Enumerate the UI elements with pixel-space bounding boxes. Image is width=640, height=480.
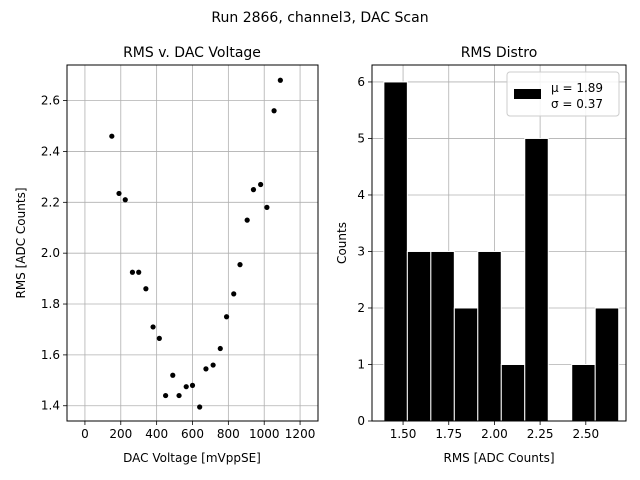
scatter-point: [122, 197, 128, 203]
scatter-y-tick-label: 2.2: [41, 195, 60, 209]
histogram-bar: [500, 363, 526, 422]
scatter-x-tick-label: 400: [145, 427, 168, 441]
scatter-point: [163, 392, 169, 399]
histogram-y-ticks: 0 1 2 3 4 5 6: [357, 75, 372, 428]
scatter-point: [210, 362, 216, 368]
histogram-bar: [430, 250, 455, 422]
scatter-y-axis-label: RMS [ADC Counts]: [14, 187, 28, 298]
scatter-y-tick-label: 2.4: [41, 144, 60, 158]
histogram-bar: [477, 250, 502, 422]
scatter-point: [150, 324, 156, 330]
histogram-axes-frame: [371, 64, 627, 422]
scatter-point: [231, 291, 237, 297]
scatter-point: [183, 384, 189, 390]
scatter-point: [197, 404, 203, 410]
scatter-point: [264, 204, 270, 210]
histogram-x-tick-label: 1.50: [390, 427, 417, 441]
scatter-x-tick-label: 600: [181, 427, 204, 441]
histogram-y-tick-label: 1: [357, 357, 365, 371]
scatter-y-tick-label: 1.6: [41, 348, 60, 362]
legend-sigma-text: σ = 0.37: [551, 97, 603, 111]
scatter-gridlines: [67, 65, 318, 421]
histogram-bar: [406, 250, 432, 422]
scatter-point: [237, 262, 243, 268]
histogram-y-axis-label: Counts: [335, 222, 349, 264]
histogram-x-tick-label: 2.00: [481, 427, 508, 441]
scatter-point: [176, 392, 182, 399]
scatter-point: [271, 108, 277, 114]
histogram-panel: RMS Distro 1.50 1.75 2.00 2.25 2.50 0123456 …: [335, 45, 627, 465]
scatter-x-tick-label: 200: [109, 427, 132, 441]
histogram-x-ticks: 1.50 1.75 2.00 2.25 2.50: [390, 421, 599, 441]
scatter-point: [203, 366, 209, 372]
scatter-point: [156, 335, 162, 341]
scatter-x-axis-label: DAC Voltage [mVppSE]: [123, 451, 261, 465]
scatter-x-tick-label: 1000: [249, 427, 280, 441]
histogram-bar: [594, 307, 620, 422]
scatter-point: [170, 372, 176, 378]
histogram-x-tick-label: 1.75: [435, 427, 462, 441]
scatter-x-tick-label: 800: [217, 427, 240, 441]
histogram-x-tick-label: 2.50: [572, 427, 599, 441]
scatter-point: [109, 133, 115, 139]
histogram-y-tick-label: 2: [357, 301, 365, 315]
histogram-y-tick-label: 3: [357, 244, 365, 258]
scatter-y-tick-label: 1.8: [41, 297, 60, 311]
histogram-x-axis-label: RMS [ADC Counts]: [443, 451, 554, 465]
figure-suptitle: Run 2866, channel3, DAC Scan: [211, 10, 428, 26]
scatter-point: [136, 269, 142, 275]
scatter-point: [258, 181, 264, 188]
histogram-bar: [383, 81, 408, 422]
scatter-point: [223, 314, 230, 320]
scatter-point: [244, 217, 250, 223]
scatter-x-tick-label: 1200: [285, 427, 316, 441]
scatter-point: [116, 190, 122, 197]
scatter-points: [109, 77, 283, 410]
histogram-bar: [453, 307, 479, 422]
scatter-y-tick-label: 2.6: [41, 94, 60, 108]
scatter-title: RMS v. DAC Voltage: [123, 45, 261, 61]
scatter-point: [250, 187, 257, 193]
legend-mean-text: μ = 1.89: [551, 81, 603, 95]
histogram-y-tick-label: 6: [357, 75, 365, 89]
histogram-bar: [524, 137, 549, 422]
histogram-y-tick-label: 4: [357, 188, 365, 202]
scatter-point: [143, 286, 149, 292]
histogram-bar: [571, 363, 596, 422]
scatter-point: [217, 345, 223, 352]
scatter-y-tick-label: 1.4: [41, 399, 60, 413]
histogram-legend: μ = 1.89 σ = 0.37: [506, 71, 620, 117]
scatter-point: [189, 382, 196, 388]
scatter-x-tick-label: 0: [81, 427, 89, 441]
legend-box: [506, 71, 620, 117]
legend-swatch: [514, 89, 541, 99]
histogram-x-tick-label: 2.25: [527, 427, 554, 441]
scatter-point: [129, 269, 136, 275]
scatter-x-ticks: 0 200 400 600 800 1000 1200: [81, 421, 315, 441]
histogram-title: RMS Distro: [461, 45, 538, 61]
scatter-panel: RMS v. DAC Voltage 0 200 400 600 800 1000 1200…: [14, 45, 319, 465]
histogram-y-tick-label: 5: [357, 131, 365, 145]
scatter-y-ticks: 1.4 1.6 1.8 2.0 2.2 2.4 2.6: [41, 94, 67, 413]
scatter-point: [277, 77, 283, 83]
histogram-y-tick-label: 0: [357, 414, 365, 428]
scatter-y-tick-label: 2.0: [41, 246, 60, 260]
